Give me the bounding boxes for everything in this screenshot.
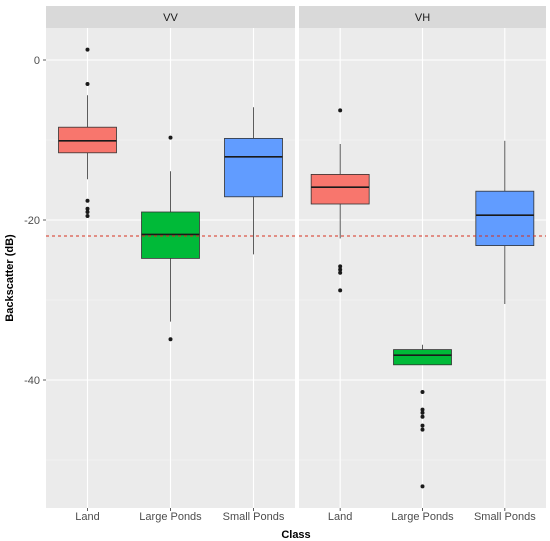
box-large-ponds [393,349,452,366]
outlier-point [85,214,90,218]
x-tick-label: Small Ponds [223,511,285,523]
y-tick-label: -20 [24,215,40,227]
y-tick-label: 0 [34,55,40,67]
outlier-point [338,270,343,275]
outlier-point [85,198,90,203]
x-tick-label: Land [328,511,352,523]
outlier-point [85,47,90,52]
facet-label: VV [163,12,178,24]
outlier-point [338,267,343,272]
box-small-ponds [224,137,283,198]
outlier-point [420,410,425,415]
outlier-point [420,427,425,432]
outlier-point [338,264,343,269]
facet-label: VH [415,12,430,24]
outlier-point [420,390,425,394]
outlier-point [420,423,425,428]
outlier-point [420,407,425,412]
facet-strip [46,6,295,28]
y-tick-label: -40 [24,375,40,387]
outlier-point [85,210,90,214]
outlier-point [338,288,343,293]
outlier-point [168,135,173,140]
facet-strip [299,6,546,28]
x-tick-label: Large Ponds [391,511,454,523]
outlier-point [85,206,90,211]
outlier-point [85,82,90,86]
y-axis-title: Backscatter (dB) [4,234,16,322]
outlier-point [420,484,425,489]
outlier-point [420,414,425,419]
outlier-point [338,108,343,113]
box-land [310,173,370,205]
outlier-point [168,337,173,342]
x-tick-label: Land [75,511,99,523]
x-tick-label: Small Ponds [474,511,536,523]
box-small-ponds [475,190,535,246]
x-tick-label: Large Ponds [139,511,202,523]
x-axis-title: Class [281,529,310,541]
